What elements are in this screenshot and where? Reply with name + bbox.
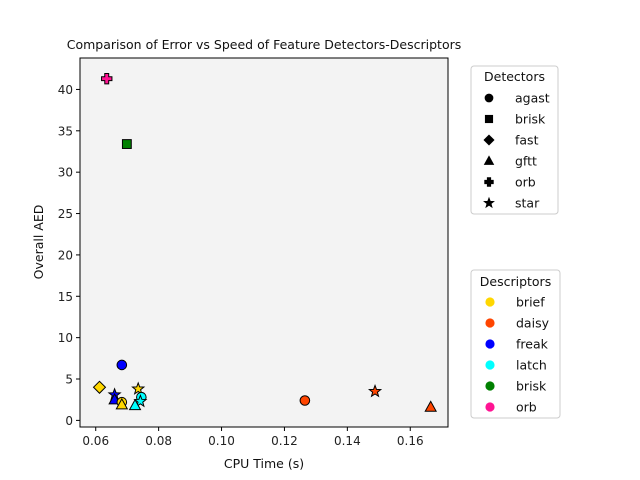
descriptors-legend-title: Descriptors — [480, 274, 551, 289]
legend-color-brisk — [485, 381, 495, 391]
legend-label-freak: freak — [516, 337, 549, 352]
y-tick-label: 5 — [65, 373, 73, 387]
legend-marker-fast — [483, 134, 495, 146]
legend-label-brisk: brisk — [516, 379, 547, 394]
x-tick-label: 0.08 — [145, 434, 172, 448]
detectors-legend: Detectors agast brisk fast gftt orb star — [470, 65, 559, 215]
legend-color-latch — [485, 360, 495, 370]
data-point-gftt-brief — [115, 397, 129, 410]
y-axis-label: Overall AED — [31, 205, 46, 280]
data-point-brisk-brisk — [121, 139, 132, 149]
data-point-agast-daisy — [299, 395, 311, 406]
x-axis: 0.06 0.08 0.10 0.12 0.14 0.16 — [82, 427, 424, 448]
x-tick-label: 0.14 — [334, 434, 361, 448]
legend-color-freak — [485, 339, 495, 349]
legend-marker-orb — [484, 177, 494, 187]
data-point-gftt-latch — [128, 398, 142, 411]
descriptors-legend-frame — [470, 269, 561, 419]
legend-label-brief: brief — [516, 295, 545, 310]
plot-area — [79, 57, 449, 428]
y-axis: 0 5 10 15 20 25 30 35 40 — [58, 83, 80, 428]
y-tick-label: 10 — [58, 331, 73, 345]
legend-color-orb — [485, 402, 495, 412]
legend-label-gftt: gftt — [515, 154, 537, 169]
detectors-legend-title: Detectors — [484, 69, 545, 84]
data-point-star-daisy — [367, 384, 383, 398]
legend-marker-agast — [484, 93, 494, 103]
data-point-fast-brief — [92, 380, 107, 394]
y-tick-label: 40 — [58, 83, 73, 97]
chart-title: Comparison of Error vs Speed of Feature … — [67, 37, 462, 52]
legend-label-daisy: daisy — [516, 316, 550, 331]
data-point-gftt-daisy — [424, 400, 438, 412]
x-tick-label: 0.10 — [208, 434, 235, 448]
detectors-legend-frame — [470, 65, 559, 215]
data-point-agast-freak — [116, 359, 128, 371]
legend-label-orb: orb — [516, 400, 537, 415]
data-point-orb-orb — [101, 72, 113, 85]
x-tick-label: 0.06 — [82, 434, 109, 448]
legend-marker-gftt — [483, 155, 495, 165]
legend-label-orb: orb — [515, 175, 536, 190]
y-tick-label: 25 — [58, 207, 73, 221]
y-tick-label: 15 — [58, 290, 73, 304]
legend-label-brisk: brisk — [515, 112, 546, 127]
legend-label-latch: latch — [516, 358, 547, 373]
legend-color-daisy — [485, 318, 495, 328]
y-tick-label: 35 — [58, 124, 73, 138]
data-point-star-latch — [133, 393, 148, 408]
legend-label-star: star — [515, 196, 540, 211]
data-point-star-brief — [131, 381, 146, 395]
x-tick-label: 0.16 — [397, 434, 424, 448]
x-tick-label: 0.12 — [271, 434, 298, 448]
y-tick-label: 20 — [58, 248, 73, 262]
legend-color-brief — [485, 297, 495, 307]
legend-marker-star — [483, 196, 495, 209]
x-axis-label: CPU Time (s) — [224, 456, 304, 471]
data-points — [92, 72, 438, 412]
legend-marker-brisk — [484, 114, 494, 124]
descriptors-legend: Descriptors brief daisy freak latch brisk orb — [470, 269, 561, 419]
legend-label-agast: agast — [515, 91, 550, 106]
legend-label-fast: fast — [515, 133, 539, 148]
y-tick-label: 30 — [58, 166, 73, 180]
y-tick-label: 0 — [65, 414, 73, 428]
